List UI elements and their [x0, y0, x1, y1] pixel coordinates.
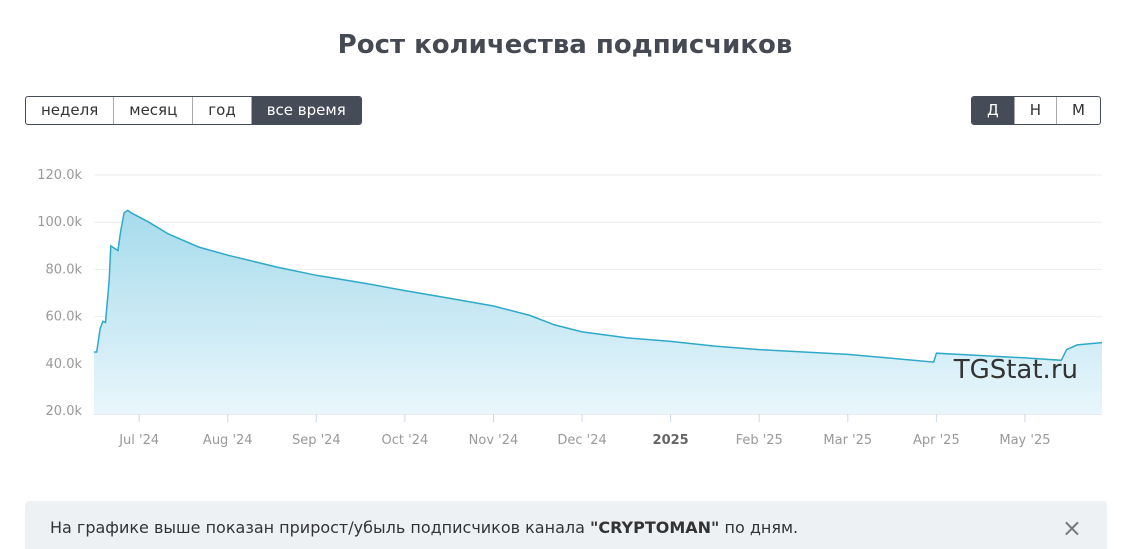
notice-before: На графике выше показан прирост/убыль по… — [50, 518, 590, 537]
button[interactable]: месяц — [113, 97, 192, 124]
close-button[interactable]: × — [1061, 514, 1082, 542]
button[interactable]: Д — [972, 97, 1014, 124]
button[interactable]: Н — [1013, 97, 1056, 124]
button[interactable]: М — [1056, 97, 1100, 124]
x-tick-label: Oct '24 — [382, 433, 429, 448]
x-tick-label: Jul '24 — [118, 433, 159, 448]
y-tick-label: 100.0k — [37, 215, 82, 230]
x-tick-label: Sep '24 — [292, 433, 341, 448]
y-tick-label: 40.0k — [46, 357, 83, 372]
notice-channel: "CRYPTOMAN" — [590, 518, 720, 537]
area — [94, 210, 1102, 414]
y-tick-label: 20.0k — [46, 404, 83, 419]
y-tick-label: 80.0k — [46, 262, 83, 277]
y-tick-label: 120.0k — [37, 168, 82, 183]
button[interactable]: все время — [250, 97, 361, 124]
line — [94, 209, 1103, 363]
notice-after: по дням. — [719, 518, 799, 537]
notice-text: На графике выше показан прирост/убыль по… — [50, 518, 798, 537]
x-tick-label: Aug '24 — [203, 433, 253, 448]
x-tick-label: Apr '25 — [913, 433, 960, 448]
x-tick-label: 2025 — [653, 433, 689, 448]
button[interactable]: год — [192, 97, 250, 124]
watermark: TGStat.ru — [953, 355, 1078, 385]
button[interactable]: неделя — [41, 101, 99, 119]
x-tick-label: Nov '24 — [469, 433, 519, 448]
y-tick-label: 60.0k — [46, 310, 83, 325]
x-tick-label: May '25 — [999, 433, 1050, 448]
period-buttons: неделя месяц год все время — [25, 96, 362, 125]
notice: На графике выше показан прирост/убыль по… — [25, 501, 1107, 549]
x-tick-label: Feb '25 — [736, 433, 783, 448]
x-tick-label: Mar '25 — [823, 433, 872, 448]
title: Рост количества подписчиков — [337, 30, 793, 60]
x-tick-label: Dec '24 — [557, 433, 606, 448]
chart: 20.0k 40.0k 60.0k 80.0k 100.0k 120.0k Jul '24 A… — [37, 168, 1103, 448]
